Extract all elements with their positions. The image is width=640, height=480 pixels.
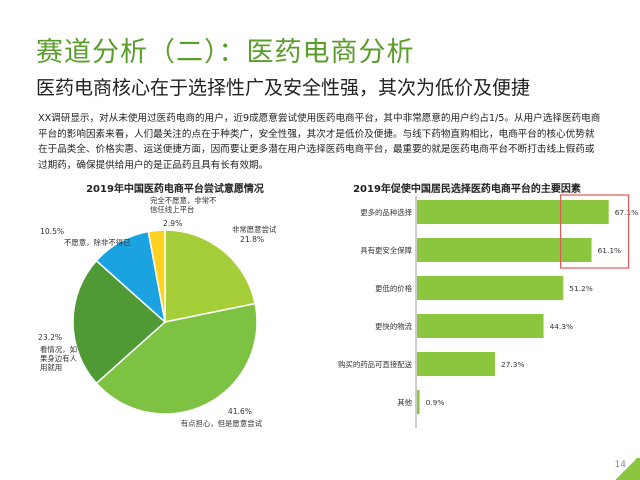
pie-slice-label: 完全不愿意，非常不信任线上平台	[150, 196, 217, 214]
pie-value-label: 41.6%	[228, 407, 252, 416]
pie-slice	[72, 259, 167, 385]
pie-chart-title: 2019年中国医药电商平台尝试意愿情况	[86, 184, 264, 195]
slide-subtitle: 医药电商核心在于选择性广及安全性强，其次为低价及便捷	[36, 77, 531, 99]
bar-category-label: 更快的物流	[375, 322, 413, 331]
pie-value-label: 23.2%	[38, 333, 62, 342]
slide-title: 赛道分析（二）：医药电商分析	[36, 37, 415, 68]
bar-category-label: 其他	[397, 398, 412, 407]
pie-value-label: 2.9%	[163, 219, 182, 228]
bar	[417, 352, 495, 376]
pie-slice	[164, 229, 257, 323]
bar-category-label: 购买的药品可直接配送	[338, 360, 413, 369]
bar	[417, 314, 544, 338]
highlight-box	[559, 194, 630, 269]
bar	[417, 276, 564, 300]
bar-value-label: 0.9%	[426, 398, 445, 407]
intro-paragraph: XX调研显示，对从未使用过医药电商的用户，近9成愿意尝试使用医药电商平台，其中非…	[38, 113, 601, 171]
bar	[417, 200, 609, 224]
pie-slice	[147, 229, 166, 323]
bar-category-label: 更多的品种选择	[360, 208, 412, 217]
pie-slice-label: 有点担心，但是愿意尝试	[181, 419, 263, 428]
pie-value-label: 10.5%	[40, 227, 64, 236]
pie-slice-label: 看情况，如果身边有人用就用	[40, 345, 78, 372]
corner-decoration	[612, 458, 640, 480]
bar-value-label: 44.3%	[550, 322, 573, 331]
bar-value-label: 61.1%	[598, 246, 621, 255]
bar-chart-title: 2019年促使中国居民选择医药电商平台的主要因素	[353, 184, 581, 195]
pie-value-label: 21.8%	[240, 235, 264, 244]
bar-value-label: 51.2%	[569, 284, 592, 293]
bar	[417, 238, 592, 262]
bar-category-label: 具有更安全保障	[360, 246, 412, 255]
pie-slice	[95, 302, 258, 415]
bar	[417, 390, 420, 414]
bar-chart: 更多的品种选择 67.1% 具有更安全保障 61.1% 更低的价格 51.2% 更快的物流 4…	[338, 194, 638, 428]
bar-value-label: 67.1%	[615, 208, 638, 217]
bar-category-label: 更低的价格	[375, 284, 413, 293]
bar-value-label: 27.3%	[501, 360, 524, 369]
pie-slice-label: 不愿意，除非不得已	[64, 238, 131, 247]
pie-slice-label: 非常愿意尝试	[232, 225, 277, 234]
